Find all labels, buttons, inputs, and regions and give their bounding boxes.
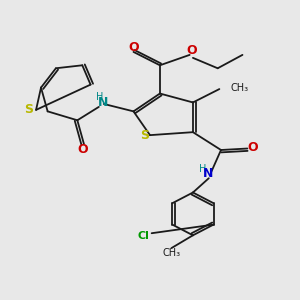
Text: S: S (140, 129, 149, 142)
Text: O: O (128, 41, 139, 54)
Text: S: S (24, 103, 33, 116)
Text: Cl: Cl (137, 231, 149, 241)
Text: N: N (202, 167, 213, 180)
Text: O: O (247, 140, 258, 154)
Text: H: H (199, 164, 206, 174)
Text: O: O (186, 44, 196, 57)
Text: N: N (98, 96, 108, 109)
Text: CH₃: CH₃ (231, 82, 249, 93)
Text: O: O (77, 143, 88, 156)
Text: H: H (96, 92, 103, 102)
Text: CH₃: CH₃ (162, 248, 181, 257)
